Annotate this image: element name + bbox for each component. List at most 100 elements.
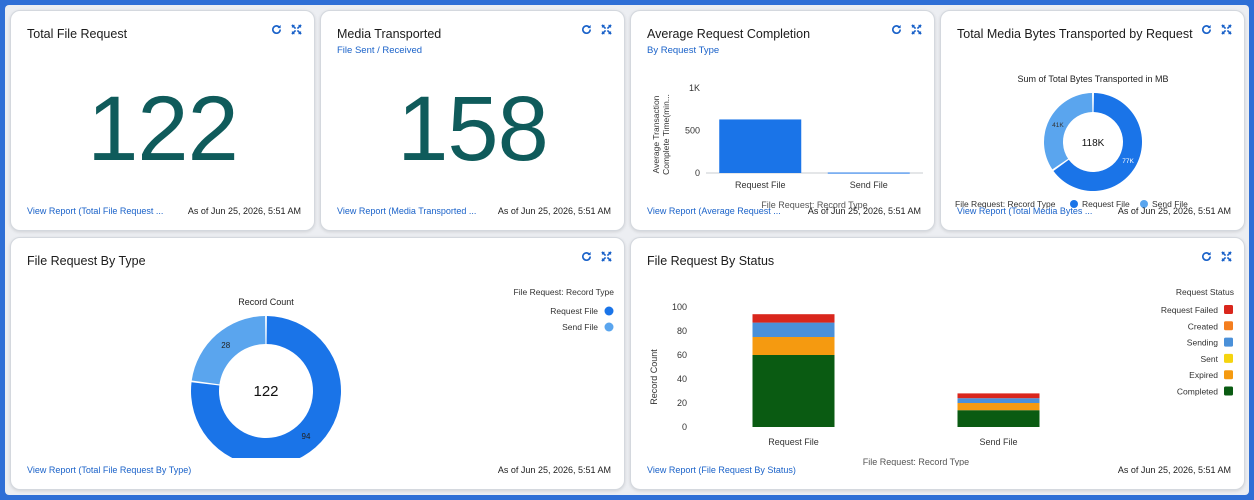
legend-label: Sent [1201, 354, 1219, 364]
refresh-icon[interactable] [891, 24, 902, 35]
by-type-chart: Record Count 94 28 122 File Request: Record … [191, 287, 615, 458]
y-tick-label: 0 [682, 422, 687, 432]
legend-swatch [1224, 370, 1233, 380]
y-tick-label: 20 [677, 398, 687, 408]
legend-label: Request File [550, 306, 598, 316]
legend-swatch [604, 322, 614, 332]
refresh-icon[interactable] [581, 24, 592, 35]
chart-title: Sum of Total Bytes Transported in MB [1018, 74, 1169, 84]
y-tick-label: 80 [677, 326, 687, 336]
y-tick-label: 100 [672, 302, 687, 312]
y-tick-label: 0 [695, 168, 700, 178]
y-tick-label: 60 [677, 350, 687, 360]
expand-icon[interactable] [601, 24, 612, 35]
total-file-request-card: Total File Request 122 View Report (Tota… [10, 10, 315, 231]
media-transported-value: 158 [397, 78, 549, 180]
bar-segment-expired [957, 403, 1040, 411]
x-tick-label: Send File [979, 437, 1017, 447]
avg-completion-card: Average Request Completion By Request Ty… [630, 10, 935, 231]
bar-segment-request-failed [957, 393, 1040, 399]
refresh-icon[interactable] [581, 251, 592, 262]
slice-request-file [1053, 93, 1142, 191]
legend-label: Send File [562, 322, 598, 332]
legend-title: Request Status [1176, 287, 1234, 297]
x-axis-label: File Request: Record Type [761, 200, 867, 210]
slice-send-file [191, 316, 266, 385]
legend-title: File Request: Record Type [514, 287, 615, 297]
as-of-timestamp: As of Jun 25, 2026, 5:51 AM [497, 465, 611, 475]
card-title: File Request By Status [647, 254, 775, 268]
y-tick-label: 500 [685, 126, 700, 136]
view-report-link[interactable]: View Report (Total File Request By Type) [27, 465, 192, 475]
as-of-timestamp: As of Jun 25, 2026, 5:51 AM [1117, 465, 1231, 475]
card-subtitle: By Request Type [647, 45, 720, 56]
bar-segment-request-failed [752, 314, 835, 323]
slice-label: 94 [302, 432, 311, 441]
y-axis-label-line1: Average Transaction [651, 95, 661, 173]
expand-icon[interactable] [601, 251, 612, 262]
y-axis-label-line2: Complete Time(min... [661, 94, 671, 175]
bar-segment-expired [752, 337, 835, 355]
legend-title: File Request: Record Type [955, 199, 1056, 209]
slice-send-file [1044, 93, 1093, 170]
legend-swatch [1224, 321, 1233, 331]
as-of-timestamp: As of Jun 25, 2026, 5:51 AM [497, 206, 611, 216]
legend-swatch [604, 306, 614, 316]
bar-segment-completed [957, 410, 1040, 427]
bar-segment-completed [752, 355, 835, 427]
total-file-request-value: 122 [87, 78, 239, 180]
bar-segment-sending [957, 398, 1040, 403]
media-bytes-chart: Sum of Total Bytes Transported in MB 77K 4… [955, 74, 1188, 209]
legend-label: Created [1188, 321, 1219, 331]
expand-icon[interactable] [911, 24, 922, 35]
chart-title: Record Count [238, 297, 294, 307]
legend-swatch [1224, 386, 1233, 396]
slice-label: 28 [221, 341, 230, 350]
legend-label: Sending [1187, 338, 1218, 348]
bar-send-file [827, 172, 910, 174]
slice-request-file [191, 316, 341, 458]
y-axis-label: Average Transaction Complete Time(min... [651, 94, 671, 175]
bar-segment-sending [752, 322, 835, 337]
x-tick-label: Request File [768, 437, 819, 447]
view-report-link[interactable]: View Report (Media Transported ... [337, 206, 477, 216]
legend-label: Send File [1152, 199, 1188, 209]
y-axis-label-group: Record Count [649, 349, 659, 405]
view-report-link[interactable]: View Report (Total Media Bytes ... [957, 206, 1093, 216]
media-bytes-card: Total Media Bytes Transported by Request… [940, 10, 1245, 231]
view-report-link[interactable]: View Report (File Request By Status) [647, 465, 796, 475]
card-title: File Request By Type [27, 254, 146, 268]
dashboard: Total File Request 122 View Report (Tota… [5, 5, 1249, 495]
legend-label: Request Failed [1161, 305, 1218, 315]
x-tick-label: Send File [850, 180, 888, 190]
legend-swatch [1224, 337, 1233, 347]
by-type-card: File Request By Type Record Count 94 28 122… [10, 237, 625, 490]
legend-label: Completed [1177, 387, 1218, 397]
avg-completion-chart: 0 500 1K Request File Send File File Request:… [651, 83, 923, 210]
bar-request-file [719, 119, 802, 173]
by-status-chart: 0 20 40 60 80 100 Request File Send File File Re… [649, 287, 1234, 466]
card-title: Total File Request [27, 27, 128, 41]
media-transported-card: Media Transported File Sent / Received 1… [320, 10, 625, 231]
center-label: 122 [253, 383, 278, 400]
legend-swatch [1224, 353, 1233, 363]
refresh-icon[interactable] [1201, 24, 1212, 35]
x-tick-label: Request File [735, 180, 786, 190]
expand-icon[interactable] [291, 24, 302, 35]
view-report-link[interactable]: View Report (Total File Request ... [27, 206, 164, 216]
legend-swatch [1224, 305, 1233, 314]
legend-swatch [1140, 200, 1148, 208]
view-report-link[interactable]: View Report (Average Request ... [647, 206, 781, 216]
x-axis-label: File Request: Record Type [863, 457, 969, 466]
refresh-icon[interactable] [1201, 251, 1212, 262]
legend-label: Expired [1189, 370, 1218, 380]
slice-label: 77K [1122, 158, 1134, 165]
card-title: Total Media Bytes Transported by Request [957, 27, 1193, 41]
expand-icon[interactable] [1221, 251, 1232, 262]
card-title: Average Request Completion [647, 27, 811, 41]
card-subtitle: File Sent / Received [337, 45, 423, 56]
by-status-card: File Request By Status 0 20 40 60 80 100 Reque… [630, 237, 1245, 490]
refresh-icon[interactable] [271, 24, 282, 35]
expand-icon[interactable] [1221, 24, 1232, 35]
center-label: 118K [1082, 138, 1105, 149]
